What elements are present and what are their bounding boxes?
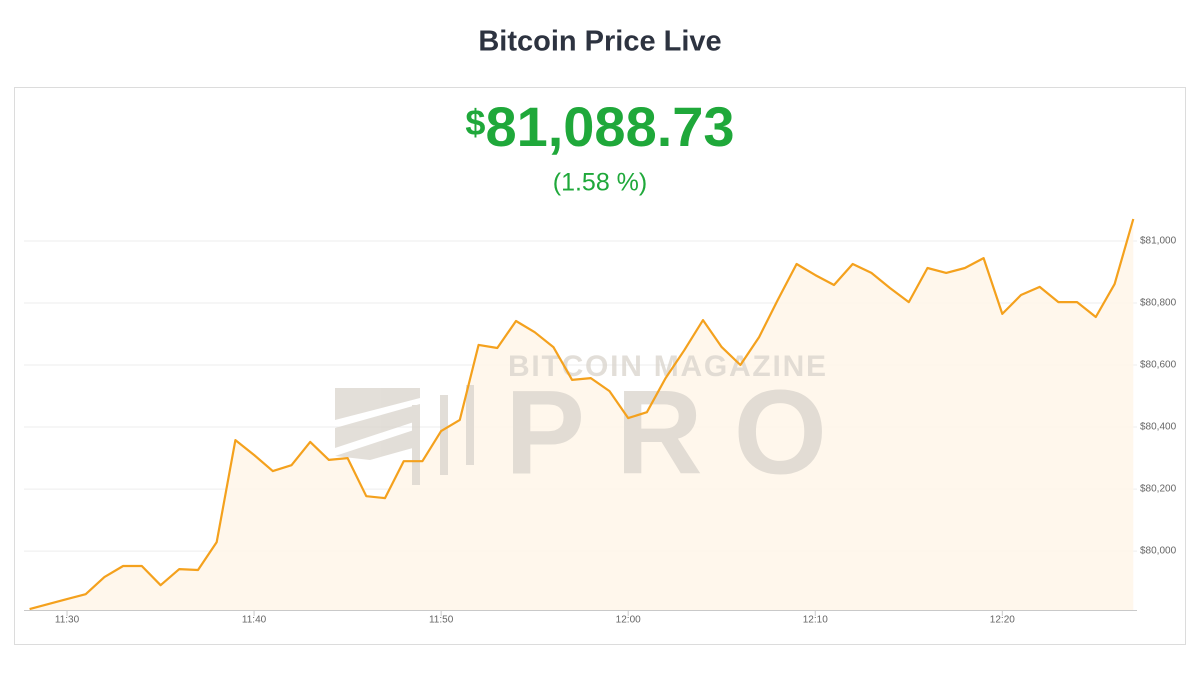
area xyxy=(29,219,1134,610)
watermark-logo xyxy=(466,385,474,465)
y-tick-label: $81,000 xyxy=(1140,236,1177,247)
x-tick-label: 12:20 xyxy=(990,615,1015,626)
chart-title: Bitcoin Price Live xyxy=(478,26,721,58)
x-tick-label: 12:00 xyxy=(616,615,641,626)
price-value: 81,088.73 xyxy=(485,95,734,158)
watermark-logo xyxy=(440,395,448,475)
price: $81,088.73 xyxy=(465,95,734,158)
x-tick-label: 12:10 xyxy=(803,615,828,626)
y-tick-label: $80,600 xyxy=(1140,360,1177,371)
y-tick-label: $80,000 xyxy=(1140,546,1177,557)
x-tick-label: 11:30 xyxy=(55,615,80,626)
price-change: (1.58 %) xyxy=(553,169,647,197)
y-tick-label: $80,800 xyxy=(1140,298,1177,309)
price-symbol: $ xyxy=(465,102,485,143)
x-tick-label: 11:40 xyxy=(242,615,267,626)
y-tick-label: $80,400 xyxy=(1140,422,1177,433)
watermark-logo xyxy=(335,388,420,460)
watermark-text: PRO xyxy=(505,366,827,500)
x-tick-label: 11:50 xyxy=(429,615,454,626)
watermark: BITCOIN MAGAZINE PRO xyxy=(335,350,827,500)
watermark-logo xyxy=(412,405,420,485)
line xyxy=(29,218,1135,611)
y-tick-label: $80,200 xyxy=(1140,484,1177,495)
